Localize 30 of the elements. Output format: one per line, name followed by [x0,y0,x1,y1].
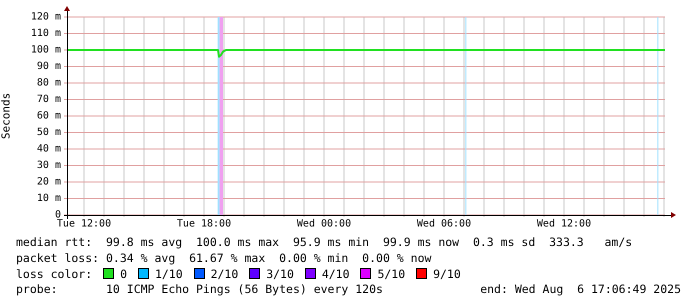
legend-label: 4/10 [322,267,351,281]
x-tick-label: Tue 12:00 [56,218,112,230]
legend-title: loss color: [16,267,94,281]
legend-label: 9/10 [433,267,462,281]
y-tick-label: 80 m [36,78,61,89]
y-tick-label: 30 m [36,160,61,172]
text: end: Wed Aug 6 17:06:49 2025 [480,282,681,296]
legend-label: 0 [120,267,128,281]
y-tick-label: 60 m [36,110,61,122]
y-tick-label: 40 m [36,144,61,155]
y-tick-label: 50 m [36,127,61,138]
x-tick-label: Tue 18:00 [176,218,232,230]
y-tick-label: 70 m [36,94,61,106]
y-tick-label: 110 m [30,28,61,40]
legend-label: 2/10 [210,267,240,281]
x-tick-label: Wed 06:00 [416,218,472,230]
text: median rtt: 99.8 ms avg 100.0 ms max 95.9 ms min 99.9 ms now 0.3 ms sd 333.3 am/s [16,235,632,249]
legend-label: 3/10 [266,267,295,281]
x-tick-label: Wed 00:00 [296,218,352,230]
y-tick-label: 90 m [36,61,61,72]
legend-label: 5/10 [377,267,406,281]
y-tick-label: 120 m [30,12,61,23]
legend-label: 1/10 [154,267,184,281]
text: packet loss: 0.34 % avg 61.67 % max 0.00 % min 0.00 % now [16,251,432,265]
text: probe: 10 ICMP Echo Pings (56 Bytes) every 120s [16,282,383,296]
y-tick-label: 10 m [36,193,61,204]
y-axis-title: Seconds [0,92,12,140]
y-tick-label: 100 m [30,44,61,56]
x-tick-label: Wed 12:00 [536,218,592,230]
y-tick-label: 20 m [36,176,61,188]
